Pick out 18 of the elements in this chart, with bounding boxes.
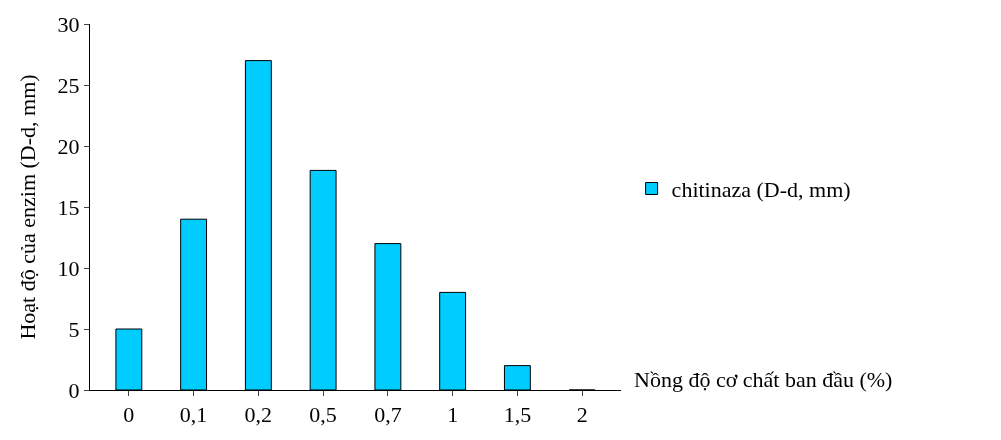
- y-tick-label: 30: [57, 11, 80, 37]
- x-tick-label: 0,5: [309, 402, 337, 428]
- x-tick-label: 1: [447, 402, 459, 428]
- x-axis-title: Nồng độ cơ chất ban đầu (%): [634, 367, 893, 392]
- y-axis-title: Hoạt độ của enzim (D-d, mm): [15, 74, 41, 340]
- y-tick-label: 25: [57, 72, 80, 98]
- legend-label: chitinaza (D-d, mm): [671, 177, 851, 203]
- y-tick-label: 0: [68, 377, 80, 403]
- x-tick-label: 1,5: [503, 402, 532, 428]
- x-tick-label: 0,1: [179, 402, 208, 428]
- y-tick-label: 15: [57, 194, 80, 220]
- x-tick-label: 0: [123, 402, 135, 428]
- y-tick-label: 10: [57, 255, 80, 281]
- x-tick-label: 0,7: [374, 402, 402, 428]
- x-tick-label: 2: [576, 402, 588, 428]
- y-tick-label: 20: [57, 133, 80, 159]
- y-tick-label: 5: [68, 316, 80, 342]
- x-tick-label: 0,2: [244, 402, 273, 428]
